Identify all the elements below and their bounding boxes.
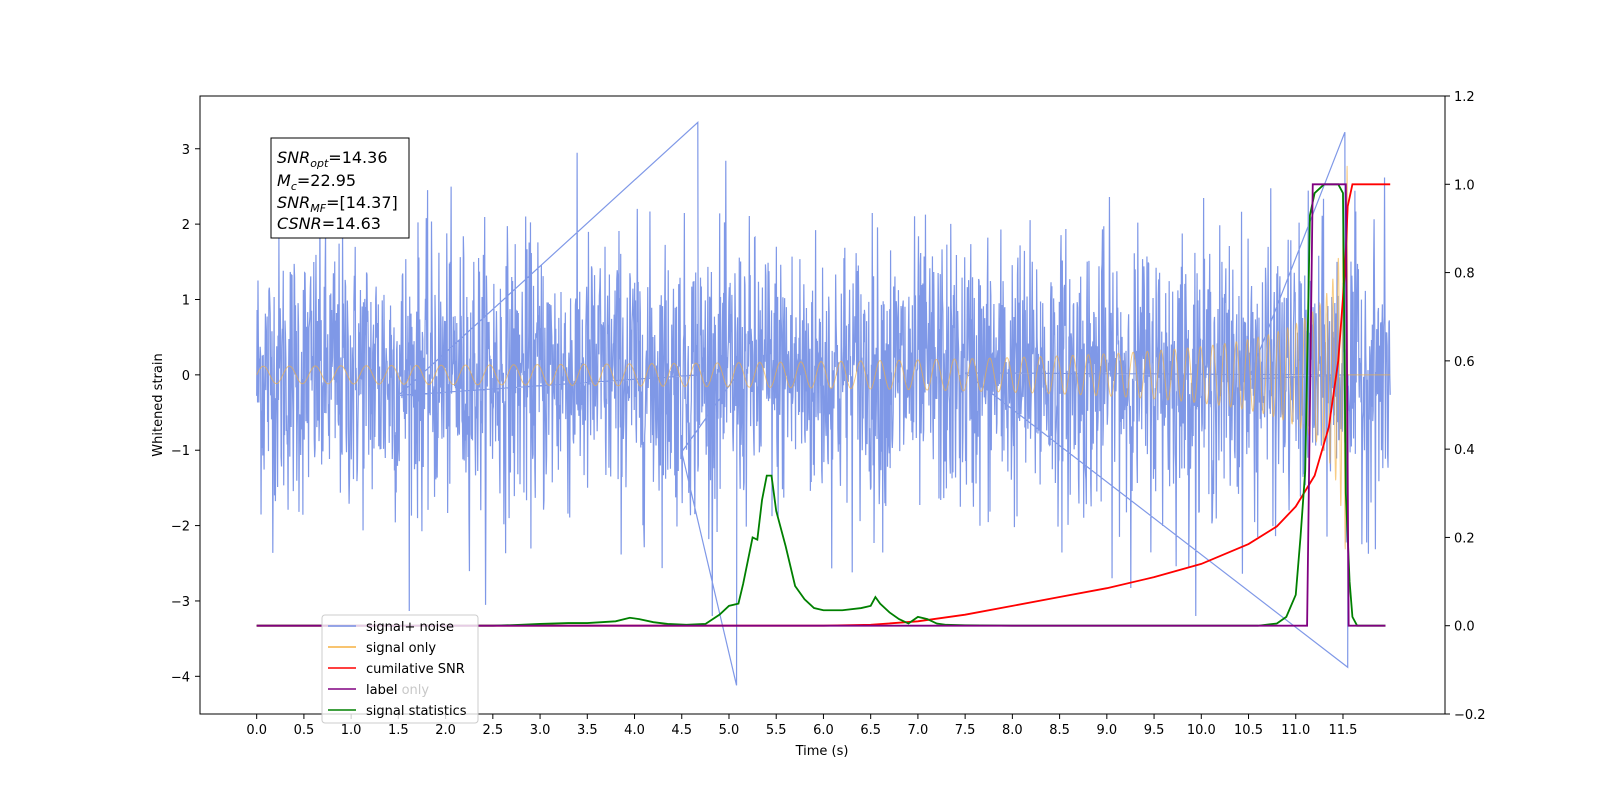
y-tick-label-left: 0 (182, 369, 190, 384)
series-signal-only (256, 165, 1391, 550)
x-tick-label: 8.0 (1002, 723, 1023, 738)
series-signal-noise (256, 121, 1391, 686)
y-tick-label-right: 0.2 (1454, 531, 1475, 546)
annotation-box: SNRopt=14.36 Mc=22.95 SNRMF=[14.37] CSNR… (270, 137, 410, 239)
legend-label-label-only-ghost: label only (366, 683, 429, 698)
legend-label-label: label (366, 683, 397, 698)
series-label (256, 183, 1386, 627)
annotation-snr-mf: SNRMF=[14.37] (277, 193, 398, 215)
y-tick-label-left: 2 (182, 218, 190, 233)
x-tick-label: 9.0 (1096, 723, 1117, 738)
y-tick-label-left: 1 (182, 293, 190, 308)
y-tick-label-right: 1.2 (1454, 90, 1475, 105)
y-tick-label-left: 3 (182, 143, 190, 158)
legend: signal+ noise signal only cumilative SNR… (321, 614, 479, 724)
x-tick-label: 4.5 (671, 723, 692, 738)
x-tick-label: 0.5 (294, 723, 315, 738)
x-tick-label: 0.0 (246, 723, 267, 738)
annotation-snr-opt: SNRopt=14.36 (277, 148, 388, 170)
x-tick-label: 1.5 (388, 723, 409, 738)
legend-label-signal-only: signal only (366, 641, 436, 656)
y-tick-label-left: −2 (171, 520, 190, 535)
x-axis-label: Time (s) (795, 744, 849, 759)
plot-frame (199, 95, 1446, 715)
x-tick-label: 8.5 (1049, 723, 1070, 738)
x-tick-label: 10.5 (1234, 723, 1263, 738)
x-tick-label: 2.5 (482, 723, 503, 738)
x-tick-label: 3.5 (577, 723, 598, 738)
x-tick-label: 1.0 (341, 723, 362, 738)
x-tick-label: 4.0 (624, 723, 645, 738)
legend-label-signal-noise: signal+ noise (366, 620, 454, 635)
y-tick-label-left: −4 (171, 670, 190, 685)
x-tick-label: 7.5 (955, 723, 976, 738)
y-tick-label-right: 0.8 (1454, 267, 1475, 282)
x-tick-label: 7.0 (908, 723, 929, 738)
x-tick-label: 10.0 (1187, 723, 1216, 738)
x-tick-label: 5.5 (766, 723, 787, 738)
x-tick-label: 2.0 (435, 723, 456, 738)
y-tick-label-left: −3 (171, 595, 190, 610)
y-tick-label-right: 0.0 (1454, 620, 1475, 635)
x-tick-label: 5.0 (719, 723, 740, 738)
annotation-csnr: CSNR=14.63 (277, 214, 381, 233)
legend-frame (321, 614, 479, 724)
x-tick-label: 11.5 (1329, 723, 1358, 738)
annotation-mc: Mc=22.95 (277, 171, 356, 193)
y-axis-label: Whitened strain (151, 353, 166, 456)
x-tick-label: 6.0 (813, 723, 834, 738)
y-tick-label-right: 1.0 (1454, 178, 1475, 193)
y-tick-label-left: −1 (171, 444, 190, 459)
x-tick-label: 3.0 (530, 723, 551, 738)
x-tick-label: 6.5 (860, 723, 881, 738)
series-signal-statistics (256, 183, 1386, 627)
x-tick-label: 11.0 (1281, 723, 1310, 738)
x-tick-label: 9.5 (1144, 723, 1165, 738)
y-tick-label-right: 0.6 (1454, 355, 1475, 370)
legend-label-cumulative-snr: cumilative SNR (366, 662, 465, 677)
legend-label-signal-statistics: signal statistics (366, 704, 467, 719)
y-tick-label-right: −0.2 (1454, 708, 1486, 723)
y-tick-label-right: 0.4 (1454, 443, 1475, 458)
